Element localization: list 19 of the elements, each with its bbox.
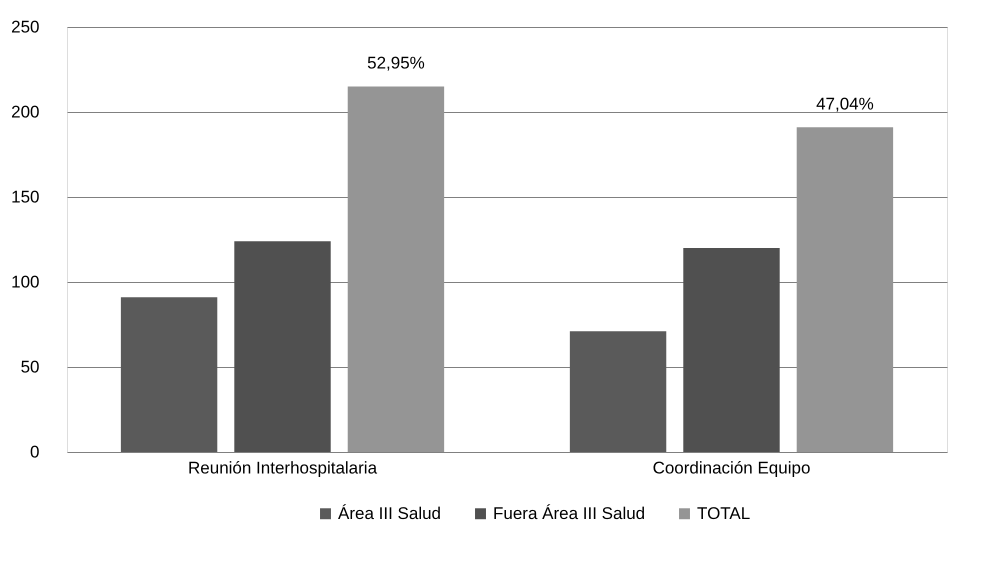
bar [348, 86, 444, 452]
bar [796, 127, 894, 452]
x-tick-label: Reunión Interhospitalaria [188, 458, 378, 478]
y-tick-label: 200 [11, 102, 40, 122]
legend-label: Fuera Área III Salud [493, 504, 646, 523]
x-tick-label: Coordinación Equipo [652, 458, 810, 478]
bar [120, 297, 218, 452]
legend-label: TOTAL [697, 504, 750, 523]
y-tick-label: 0 [30, 442, 40, 462]
y-tick-label: 100 [11, 272, 40, 292]
legend-label: Área III Salud [338, 504, 442, 523]
annotation: 52,95% [367, 54, 425, 72]
y-tick-label: 50 [20, 358, 40, 376]
bar [683, 248, 780, 452]
annotation: 47,04% [816, 94, 874, 114]
bar [234, 241, 331, 452]
y-tick-label: 150 [11, 188, 40, 206]
y-tick-label: 250 [11, 18, 40, 36]
bar [570, 331, 666, 452]
